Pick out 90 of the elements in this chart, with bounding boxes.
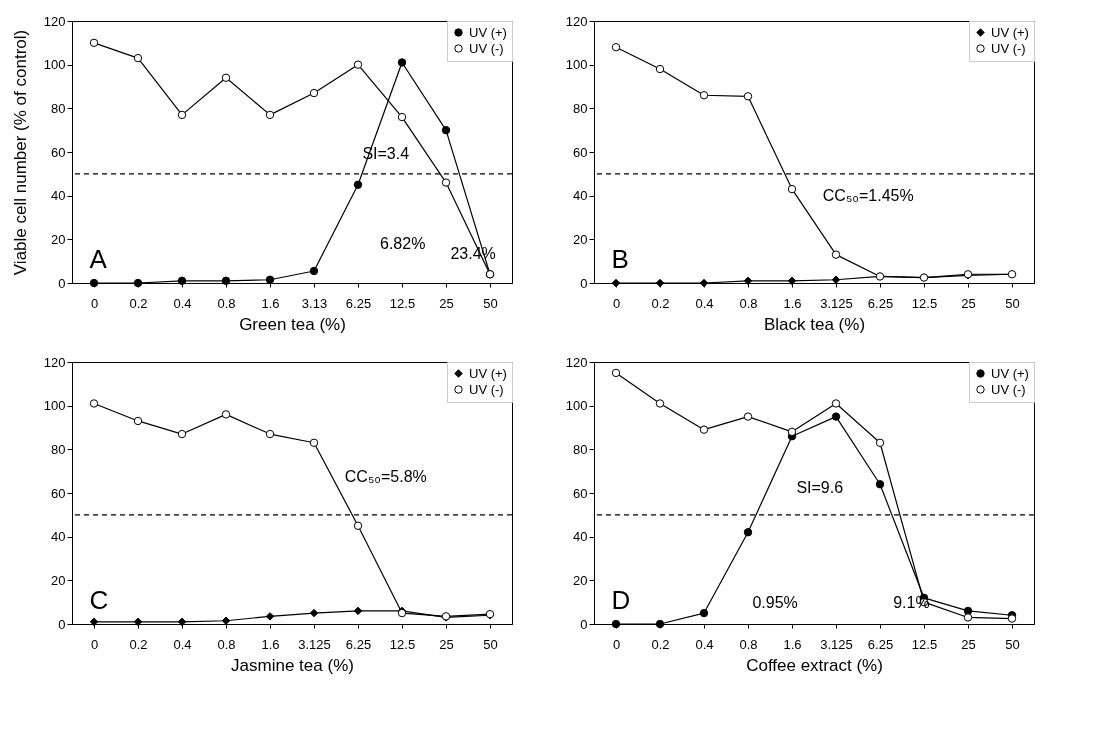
x-tick-label: 3.125 [820, 636, 853, 652]
y-tick-label: 60 [51, 485, 66, 501]
x-tick-label: 1.6 [261, 295, 280, 311]
x-tick-label: 25 [961, 636, 976, 652]
x-tick-label: 1.6 [783, 636, 802, 652]
x-tick-label: 0.2 [129, 636, 148, 652]
x-tick-label: 0 [612, 295, 621, 311]
y-tick-label: 120 [43, 13, 66, 29]
x-tick-label: 0.2 [651, 636, 670, 652]
x-tick-label: 0 [90, 636, 99, 652]
x-tick-label: 50 [483, 295, 498, 311]
y-tick-label: 40 [51, 529, 66, 545]
legend-label: UV (-) [991, 381, 1026, 397]
y-tick-label: 0 [580, 275, 588, 291]
annotation: CC₅₀=5.8% [344, 468, 427, 486]
x-tick-label: 50 [1005, 636, 1020, 652]
annotation: 6.82% [380, 234, 426, 252]
legend-label: UV (-) [469, 381, 504, 397]
x-tick-label: 12.5 [389, 636, 416, 652]
x-tick-label: 0 [612, 636, 621, 652]
x-axis-title: Coffee extract (%) [746, 655, 883, 675]
x-tick-label: 0.8 [217, 295, 236, 311]
x-tick-label: 50 [483, 636, 498, 652]
legend-label: UV (+) [991, 365, 1029, 381]
y-tick-label: 80 [51, 441, 66, 457]
legend-label: UV (+) [469, 365, 507, 381]
annotation: A [89, 243, 108, 274]
annotation: CC₅₀=1.45% [822, 187, 914, 205]
annotation: D [611, 584, 631, 615]
y-tick-label: 100 [43, 57, 66, 73]
x-tick-label: 25 [439, 636, 454, 652]
x-tick-label: 0 [90, 295, 99, 311]
x-tick-label: 6.25 [867, 295, 894, 311]
x-axis-title: Jasmine tea (%) [231, 655, 354, 675]
annotation: C [89, 584, 109, 615]
x-tick-label: 25 [439, 295, 454, 311]
x-tick-label: 12.5 [389, 295, 416, 311]
y-tick-label: 80 [573, 441, 588, 457]
y-tick-label: 20 [51, 572, 66, 588]
x-tick-label: 6.25 [345, 636, 372, 652]
legend-label: UV (-) [469, 40, 504, 56]
legend-label: UV (-) [991, 40, 1026, 56]
x-tick-label: 0.2 [651, 295, 670, 311]
y-tick-label: 80 [573, 100, 588, 116]
x-tick-label: 12.5 [911, 636, 938, 652]
x-tick-label: 3.125 [820, 295, 853, 311]
y-axis-title: Viable cell number (% of control) [10, 29, 30, 276]
y-tick-label: 120 [565, 354, 588, 370]
y-tick-label: 60 [573, 144, 588, 160]
annotation: 0.95% [752, 593, 798, 611]
legend-label: UV (+) [469, 24, 507, 40]
y-tick-label: 20 [573, 572, 588, 588]
y-tick-label: 80 [51, 100, 66, 116]
y-tick-label: 120 [43, 354, 66, 370]
x-tick-label: 3.13 [301, 295, 328, 311]
x-tick-label: 0.4 [173, 636, 192, 652]
y-tick-label: 60 [573, 485, 588, 501]
x-tick-label: 6.25 [345, 295, 372, 311]
x-tick-label: 3.125 [298, 636, 331, 652]
x-axis-title: Black tea (%) [763, 314, 866, 334]
x-tick-label: 0.4 [173, 295, 192, 311]
y-tick-label: 60 [51, 144, 66, 160]
x-tick-label: 0.8 [739, 295, 758, 311]
y-tick-label: 40 [51, 188, 66, 204]
y-tick-label: 0 [580, 616, 588, 632]
legend-label: UV (+) [991, 24, 1029, 40]
x-axis-title: Green tea (%) [239, 314, 346, 334]
x-tick-label: 6.25 [867, 636, 894, 652]
x-tick-label: 1.6 [261, 636, 280, 652]
x-tick-label: 0.4 [695, 295, 714, 311]
y-tick-label: 20 [51, 231, 66, 247]
x-tick-label: 25 [961, 295, 976, 311]
annotation: SI=9.6 [796, 478, 844, 496]
x-tick-label: 0.4 [695, 636, 714, 652]
x-tick-label: 0.2 [129, 295, 148, 311]
y-tick-label: 40 [573, 188, 588, 204]
y-tick-label: 0 [58, 275, 66, 291]
x-tick-label: 0.8 [217, 636, 236, 652]
y-tick-label: 120 [565, 13, 588, 29]
x-tick-label: 50 [1005, 295, 1020, 311]
x-tick-label: 12.5 [911, 295, 938, 311]
y-tick-label: 0 [58, 616, 66, 632]
y-tick-label: 100 [43, 398, 66, 414]
y-tick-label: 100 [565, 398, 588, 414]
y-tick-label: 100 [565, 57, 588, 73]
y-tick-label: 40 [573, 529, 588, 545]
x-tick-label: 0.8 [739, 636, 758, 652]
x-tick-label: 1.6 [783, 295, 802, 311]
annotation: B [611, 243, 629, 274]
y-tick-label: 20 [573, 231, 588, 247]
